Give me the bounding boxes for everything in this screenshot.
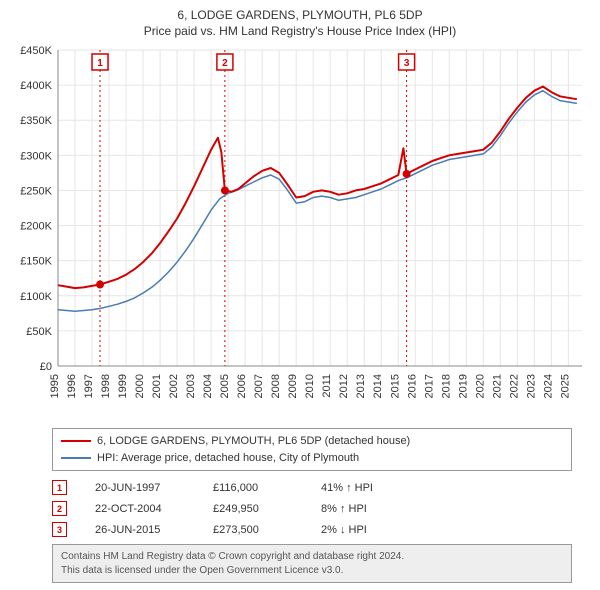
license-line2: This data is licensed under the Open Gov… [61,564,563,578]
tx-delta: 8% ↑ HPI [321,503,411,515]
chart-title: 6, LODGE GARDENS, PLYMOUTH, PL6 5DP [10,8,590,22]
svg-text:2: 2 [222,58,228,69]
legend-label-hpi: HPI: Average price, detached house, City… [97,450,359,467]
svg-text:2006: 2006 [236,374,248,398]
svg-text:2016: 2016 [406,374,418,398]
svg-text:2014: 2014 [372,374,384,398]
tx-delta: 2% ↓ HPI [321,524,411,536]
svg-text:1998: 1998 [100,374,112,398]
svg-text:2012: 2012 [338,374,350,398]
svg-text:2004: 2004 [202,374,214,398]
svg-text:2013: 2013 [355,374,367,398]
svg-text:1996: 1996 [66,374,78,398]
line-chart-svg: £0 £50K £100K £150K £200K £250K £300K £350K £400… [10,44,590,424]
tx-date: 22-OCT-2004 [95,503,185,515]
chart-subtitle: Price paid vs. HM Land Registry's House … [10,24,590,38]
svg-text:2000: 2000 [134,374,146,398]
svg-text:2022: 2022 [508,374,520,398]
svg-text:2001: 2001 [151,374,163,398]
table-row: 2 22-OCT-2004 £249,950 8% ↑ HPI [52,498,584,519]
svg-text:2019: 2019 [457,374,469,398]
svg-text:£450K: £450K [20,45,52,57]
license-line1: Contains HM Land Registry data © Crown c… [61,550,563,564]
svg-text:2010: 2010 [304,374,316,398]
svg-text:2017: 2017 [423,374,435,398]
svg-text:2007: 2007 [253,374,265,398]
svg-text:2011: 2011 [321,374,333,398]
svg-text:2015: 2015 [389,374,401,398]
tx-date: 26-JUN-2015 [95,524,185,536]
tx-marker-1: 1 [52,480,67,495]
svg-text:£300K: £300K [20,150,52,162]
svg-text:2009: 2009 [287,374,299,398]
transactions-table: 1 20-JUN-1997 £116,000 41% ↑ HPI 2 22-OC… [52,477,584,540]
svg-text:2023: 2023 [525,374,537,398]
tx-date: 20-JUN-1997 [95,482,185,494]
legend-box: 6, LODGE GARDENS, PLYMOUTH, PL6 5DP (det… [52,428,572,471]
svg-text:2020: 2020 [474,374,486,398]
legend-swatch-red [61,440,91,442]
svg-text:£350K: £350K [20,115,52,127]
svg-text:1: 1 [97,58,103,69]
svg-text:£400K: £400K [20,80,52,92]
svg-text:£150K: £150K [20,256,52,268]
svg-text:1995: 1995 [49,374,61,398]
svg-text:2003: 2003 [185,374,197,398]
legend-row-hpi: HPI: Average price, detached house, City… [61,450,563,467]
svg-text:£250K: £250K [20,185,52,197]
svg-text:£100K: £100K [20,291,52,303]
svg-text:£50K: £50K [26,326,52,338]
tx-marker-3: 3 [52,522,67,537]
tx-price: £273,500 [213,524,293,536]
legend-swatch-blue [61,457,91,459]
svg-text:2005: 2005 [219,374,231,398]
svg-text:2008: 2008 [270,374,282,398]
tx-delta: 41% ↑ HPI [321,482,411,494]
table-row: 3 26-JUN-2015 £273,500 2% ↓ HPI [52,519,584,540]
legend-label-property: 6, LODGE GARDENS, PLYMOUTH, PL6 5DP (det… [97,433,410,450]
svg-text:1997: 1997 [83,374,95,398]
svg-text:1999: 1999 [117,374,129,398]
svg-text:2021: 2021 [491,374,503,398]
table-row: 1 20-JUN-1997 £116,000 41% ↑ HPI [52,477,584,498]
license-box: Contains HM Land Registry data © Crown c… [52,544,572,583]
svg-text:£0: £0 [40,361,52,373]
legend-row-property: 6, LODGE GARDENS, PLYMOUTH, PL6 5DP (det… [61,433,563,450]
svg-text:2002: 2002 [168,374,180,398]
svg-text:£200K: £200K [20,221,52,233]
svg-text:2025: 2025 [559,374,571,398]
tx-price: £116,000 [213,482,293,494]
svg-text:3: 3 [404,58,410,69]
svg-text:2018: 2018 [440,374,452,398]
chart-area: £0 £50K £100K £150K £200K £250K £300K £350K £400… [10,44,590,424]
svg-text:2024: 2024 [542,374,554,398]
tx-price: £249,950 [213,503,293,515]
tx-marker-2: 2 [52,501,67,516]
